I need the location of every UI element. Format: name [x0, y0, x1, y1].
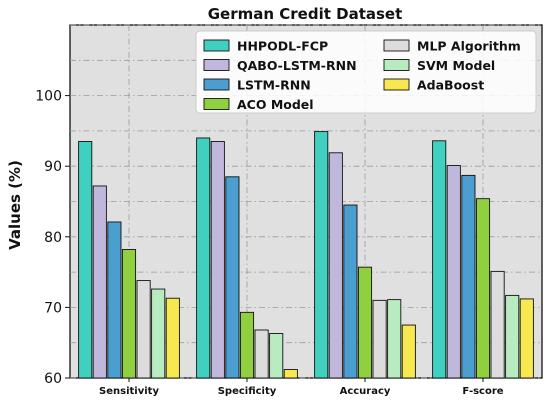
bar-accuracy-adaboost	[401, 324, 416, 379]
bar-sensitivity-adaboost	[165, 297, 180, 379]
bar-specificity-lstm-rnn	[225, 176, 240, 379]
bar-sensitivity-qabo-lstm-rnn	[92, 185, 107, 379]
bar-f-score-svm-model	[505, 294, 520, 379]
y-axis-ticks: 60 70 80 90 100	[35, 89, 70, 387]
bar-sensitivity-mlp-algorithm	[136, 280, 151, 379]
bar-sensitivity-lstm-rnn	[107, 221, 122, 379]
legend-label: HHPODL-FCP	[237, 39, 328, 54]
y-tick-label: 90	[44, 159, 62, 175]
bar-accuracy-lstm-rnn	[343, 204, 358, 379]
bar-specificity-adaboost	[283, 369, 298, 379]
legend-label: ACO Model	[237, 97, 314, 112]
bar-accuracy-aco-model	[357, 266, 373, 379]
bar-f-score-hhpodl-fcp	[432, 140, 447, 379]
bar-specificity-qabo-lstm-rnn	[210, 141, 225, 379]
legend-label: AdaBoost	[417, 78, 484, 93]
bar-specificity-hhpodl-fcp	[196, 137, 211, 379]
x-tick-label: Accuracy	[340, 386, 391, 397]
legend-swatch	[203, 98, 230, 110]
bar-f-score-lstm-rnn	[461, 174, 476, 379]
bar-f-score-adaboost	[519, 298, 534, 379]
bar-accuracy-mlp-algorithm	[372, 299, 387, 379]
bar-f-score-mlp-algorithm	[490, 270, 505, 379]
x-tick-label: F-score	[462, 386, 503, 397]
bar-specificity-aco-model	[239, 311, 255, 379]
y-axis-label: Values (%)	[6, 160, 24, 250]
legend-swatch	[203, 59, 230, 71]
bar-f-score-aco-model	[475, 198, 491, 379]
legend-label: SVM Model	[417, 58, 495, 73]
x-axis-ticks: Sensitivity Specificity Accuracy F-score	[99, 378, 504, 397]
x-tick-label: Sensitivity	[99, 386, 159, 397]
y-tick-label: 100	[35, 89, 62, 105]
legend-label: QABO-LSTM-RNN	[237, 58, 357, 73]
bar-accuracy-hhpodl-fcp	[314, 131, 329, 379]
bar-accuracy-qabo-lstm-rnn	[328, 152, 343, 379]
x-tick-label: Specificity	[218, 386, 277, 397]
y-tick-label: 70	[44, 300, 62, 316]
chart-title: German Credit Dataset	[208, 5, 403, 23]
y-tick-label: 60	[44, 371, 62, 387]
legend-swatch	[383, 59, 410, 71]
legend-swatch	[383, 78, 410, 91]
bar-specificity-mlp-algorithm	[254, 329, 269, 379]
legend-box	[195, 30, 537, 114]
bar-specificity-svm-model	[269, 333, 284, 379]
bars	[78, 131, 534, 379]
legend-swatch	[203, 78, 230, 91]
legend-label: MLP Algorithm	[417, 39, 521, 54]
bar-sensitivity-hhpodl-fcp	[78, 141, 93, 379]
bar-sensitivity-aco-model	[121, 249, 137, 379]
bar-sensitivity-svm-model	[151, 288, 166, 379]
y-tick-label: 80	[44, 230, 62, 246]
legend-label: LSTM-RNN	[237, 78, 311, 93]
bar-f-score-qabo-lstm-rnn	[446, 165, 461, 379]
legend-swatch	[203, 39, 230, 52]
bar-accuracy-svm-model	[387, 299, 402, 379]
legend-swatch	[383, 39, 410, 52]
legend: HHPODL-FCP QABO-LSTM-RNN LSTM-RNN ACO Model…	[195, 30, 537, 114]
